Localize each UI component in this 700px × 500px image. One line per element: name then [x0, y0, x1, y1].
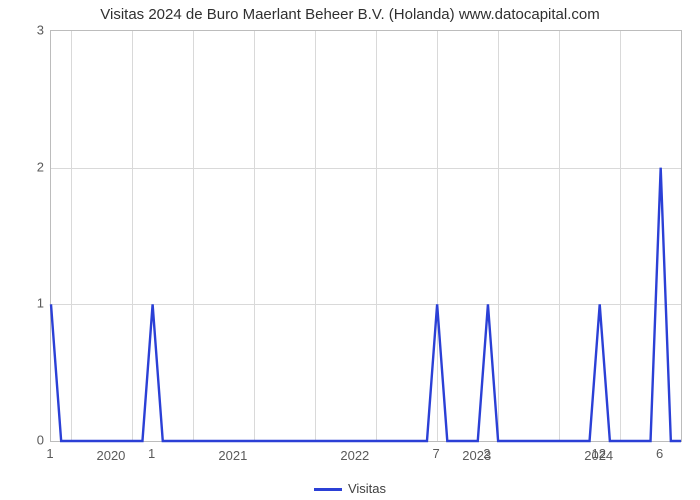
xtick-label: 2022 — [340, 448, 369, 463]
data-label: 6 — [656, 446, 663, 461]
visits-chart: Visitas 2024 de Buro Maerlant Beheer B.V… — [0, 0, 700, 500]
xtick-label: 2020 — [96, 448, 125, 463]
data-label: 12 — [591, 446, 605, 461]
legend-label: Visitas — [348, 481, 386, 496]
data-label: 2 — [483, 446, 490, 461]
data-label: 7 — [433, 446, 440, 461]
data-label: 1 — [148, 446, 155, 461]
ytick-label: 0 — [0, 433, 44, 448]
plot-area — [50, 30, 682, 442]
line-series — [51, 31, 681, 441]
ytick-label: 2 — [0, 159, 44, 174]
ytick-label: 1 — [0, 296, 44, 311]
data-label: 1 — [46, 446, 53, 461]
legend-swatch — [314, 488, 342, 491]
ytick-label: 3 — [0, 23, 44, 38]
legend: Visitas — [0, 481, 700, 496]
xtick-label: 2021 — [218, 448, 247, 463]
chart-title: Visitas 2024 de Buro Maerlant Beheer B.V… — [0, 0, 700, 23]
